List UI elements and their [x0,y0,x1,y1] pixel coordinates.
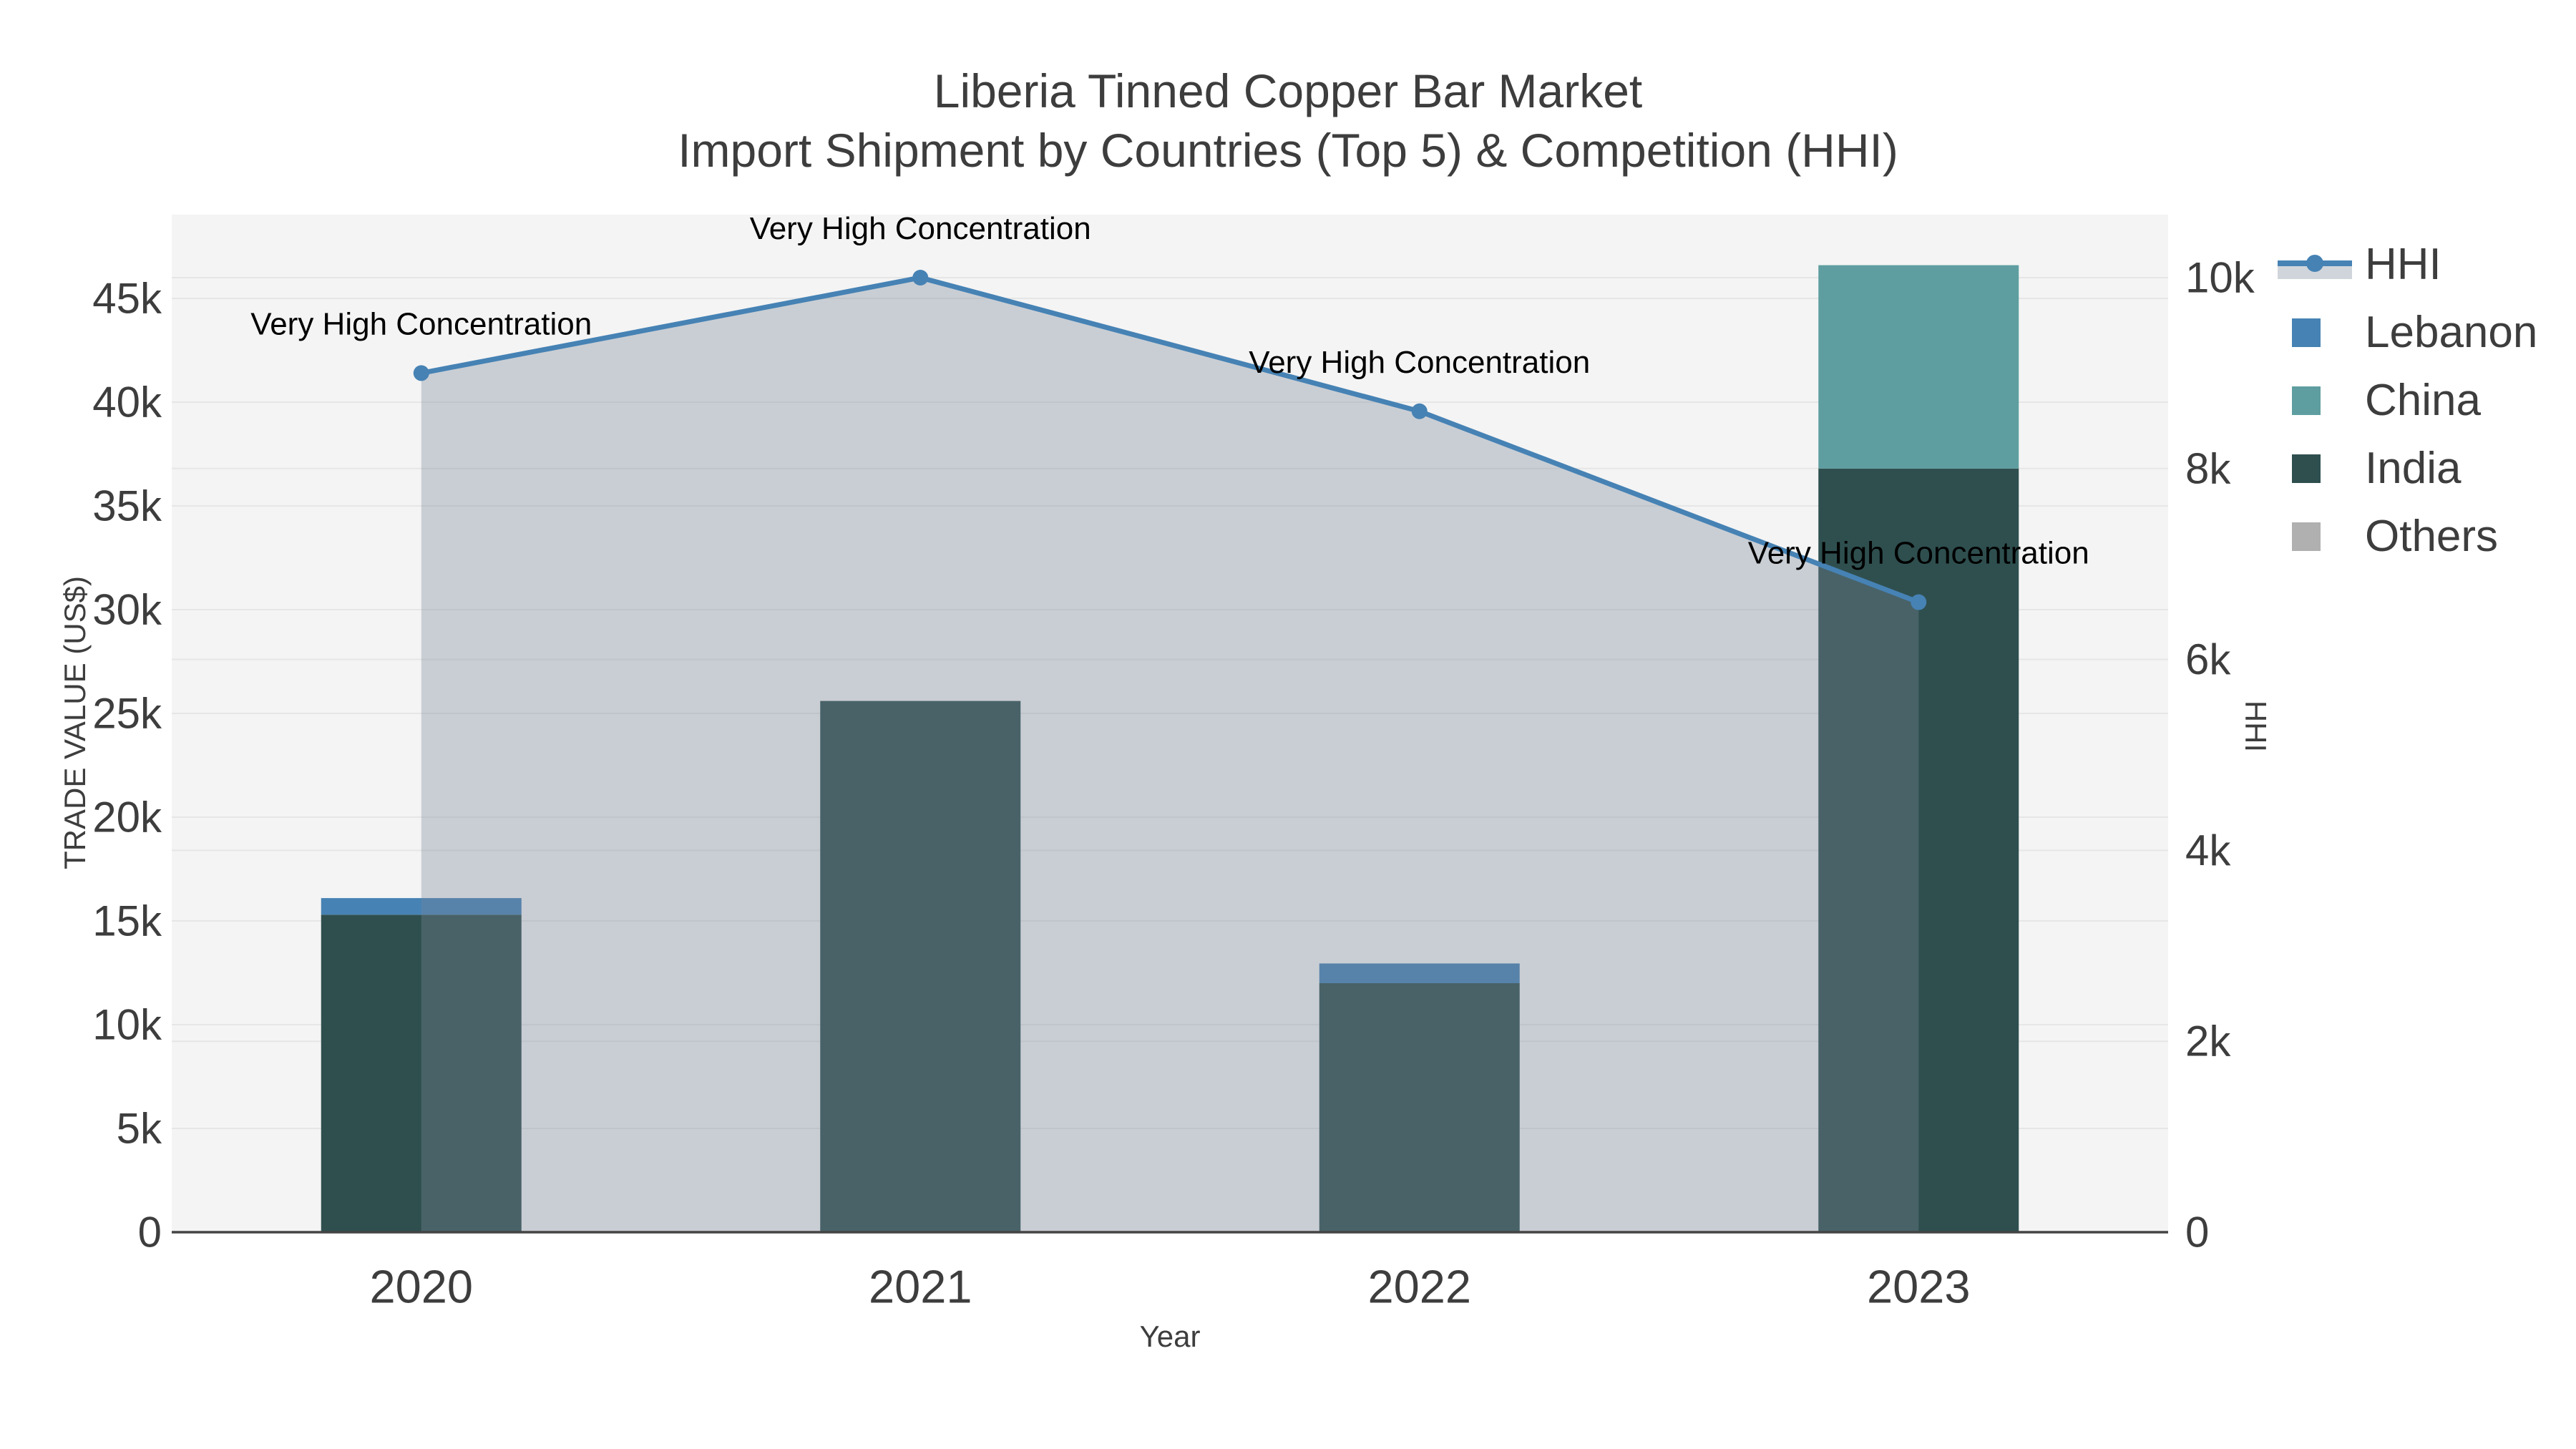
china-swatch-icon [2278,384,2355,418]
y-left-tick-5k: 5k [117,1105,162,1153]
y-left-tick-40k: 40k [92,379,162,426]
y-right-axis-title: HHI [2239,700,2273,753]
x-tick-2020[interactable]: 2020 [369,1261,473,1313]
y-right-tick-8k: 8k [2185,444,2231,492]
y-left-tick-45k: 45k [92,275,162,323]
bar-segment-lebanon-2020[interactable] [321,898,522,915]
india-swatch-icon [2278,452,2355,486]
legend-label: China [2365,376,2481,425]
y-right-tick-6k: 6k [2185,635,2231,683]
bar-segment-india-2021[interactable] [820,701,1021,1232]
annotation-2021: Very High Concentration [750,211,1091,246]
hhi-line-icon [2278,248,2355,282]
legend: HHI Lebanon China India Others [2278,230,2537,570]
legend-item-lebanon[interactable]: Lebanon [2278,298,2537,366]
lebanon-swatch-icon [2278,316,2355,350]
legend-label: Lebanon [2365,308,2538,357]
legend-item-china[interactable]: China [2278,366,2537,434]
bar-segment-lebanon-2022[interactable] [1319,963,1520,983]
x-axis-title: Year [1139,1319,1201,1353]
y-right-tick-0: 0 [2185,1209,2209,1257]
hhi-line [419,275,1921,605]
y-left-tick-30k: 30k [92,586,162,634]
y-left-tick-0: 0 [138,1209,162,1257]
y-right-tick-4k: 4k [2185,826,2231,874]
annotation-2020: Very High Concentration [250,306,592,341]
y-right-tick-10k: 10k [2185,254,2255,302]
legend-item-hhi[interactable]: HHI [2278,230,2537,298]
chart-title-line2: Import Shipment by Countries (Top 5) & C… [678,124,1898,177]
y-left-tick-25k: 25k [92,690,162,738]
x-tick-2023[interactable]: 2023 [1867,1261,1971,1313]
x-tick-2022[interactable]: 2022 [1367,1261,1471,1313]
annotation-2023: Very High Concentration [1748,536,2089,571]
legend-label: India [2365,444,2462,493]
legend-item-others[interactable]: Others [2278,502,2537,570]
legend-label: Others [2365,512,2499,561]
hhi-marker-2021[interactable] [912,270,929,286]
others-swatch-icon [2278,519,2355,554]
legend-label: HHI [2365,240,2441,289]
hhi-marker-2023[interactable] [1911,594,1927,610]
y-left-tick-35k: 35k [92,482,162,530]
y-left-tick-10k: 10k [92,1001,162,1049]
y-right-tick-2k: 2k [2185,1018,2231,1065]
hhi-marker-2020[interactable] [413,365,429,381]
bar-segment-india-2022[interactable] [1319,983,1520,1232]
annotation-2022: Very High Concentration [1249,345,1590,380]
y-left-axis-title: TRADE VALUE (US$) [58,576,92,869]
x-tick-2021[interactable]: 2021 [869,1261,972,1313]
hhi-marker-2022[interactable] [1411,403,1428,419]
y-left-tick-20k: 20k [92,794,162,841]
bar-segment-china-2023[interactable] [1818,265,2019,469]
hhi-area-fill [421,278,1919,1232]
bar-segment-india-2020[interactable] [321,914,522,1232]
chart-title-line1: Liberia Tinned Copper Bar Market [933,64,1643,117]
legend-item-india[interactable]: India [2278,434,2537,502]
y-left-tick-15k: 15k [92,897,162,945]
